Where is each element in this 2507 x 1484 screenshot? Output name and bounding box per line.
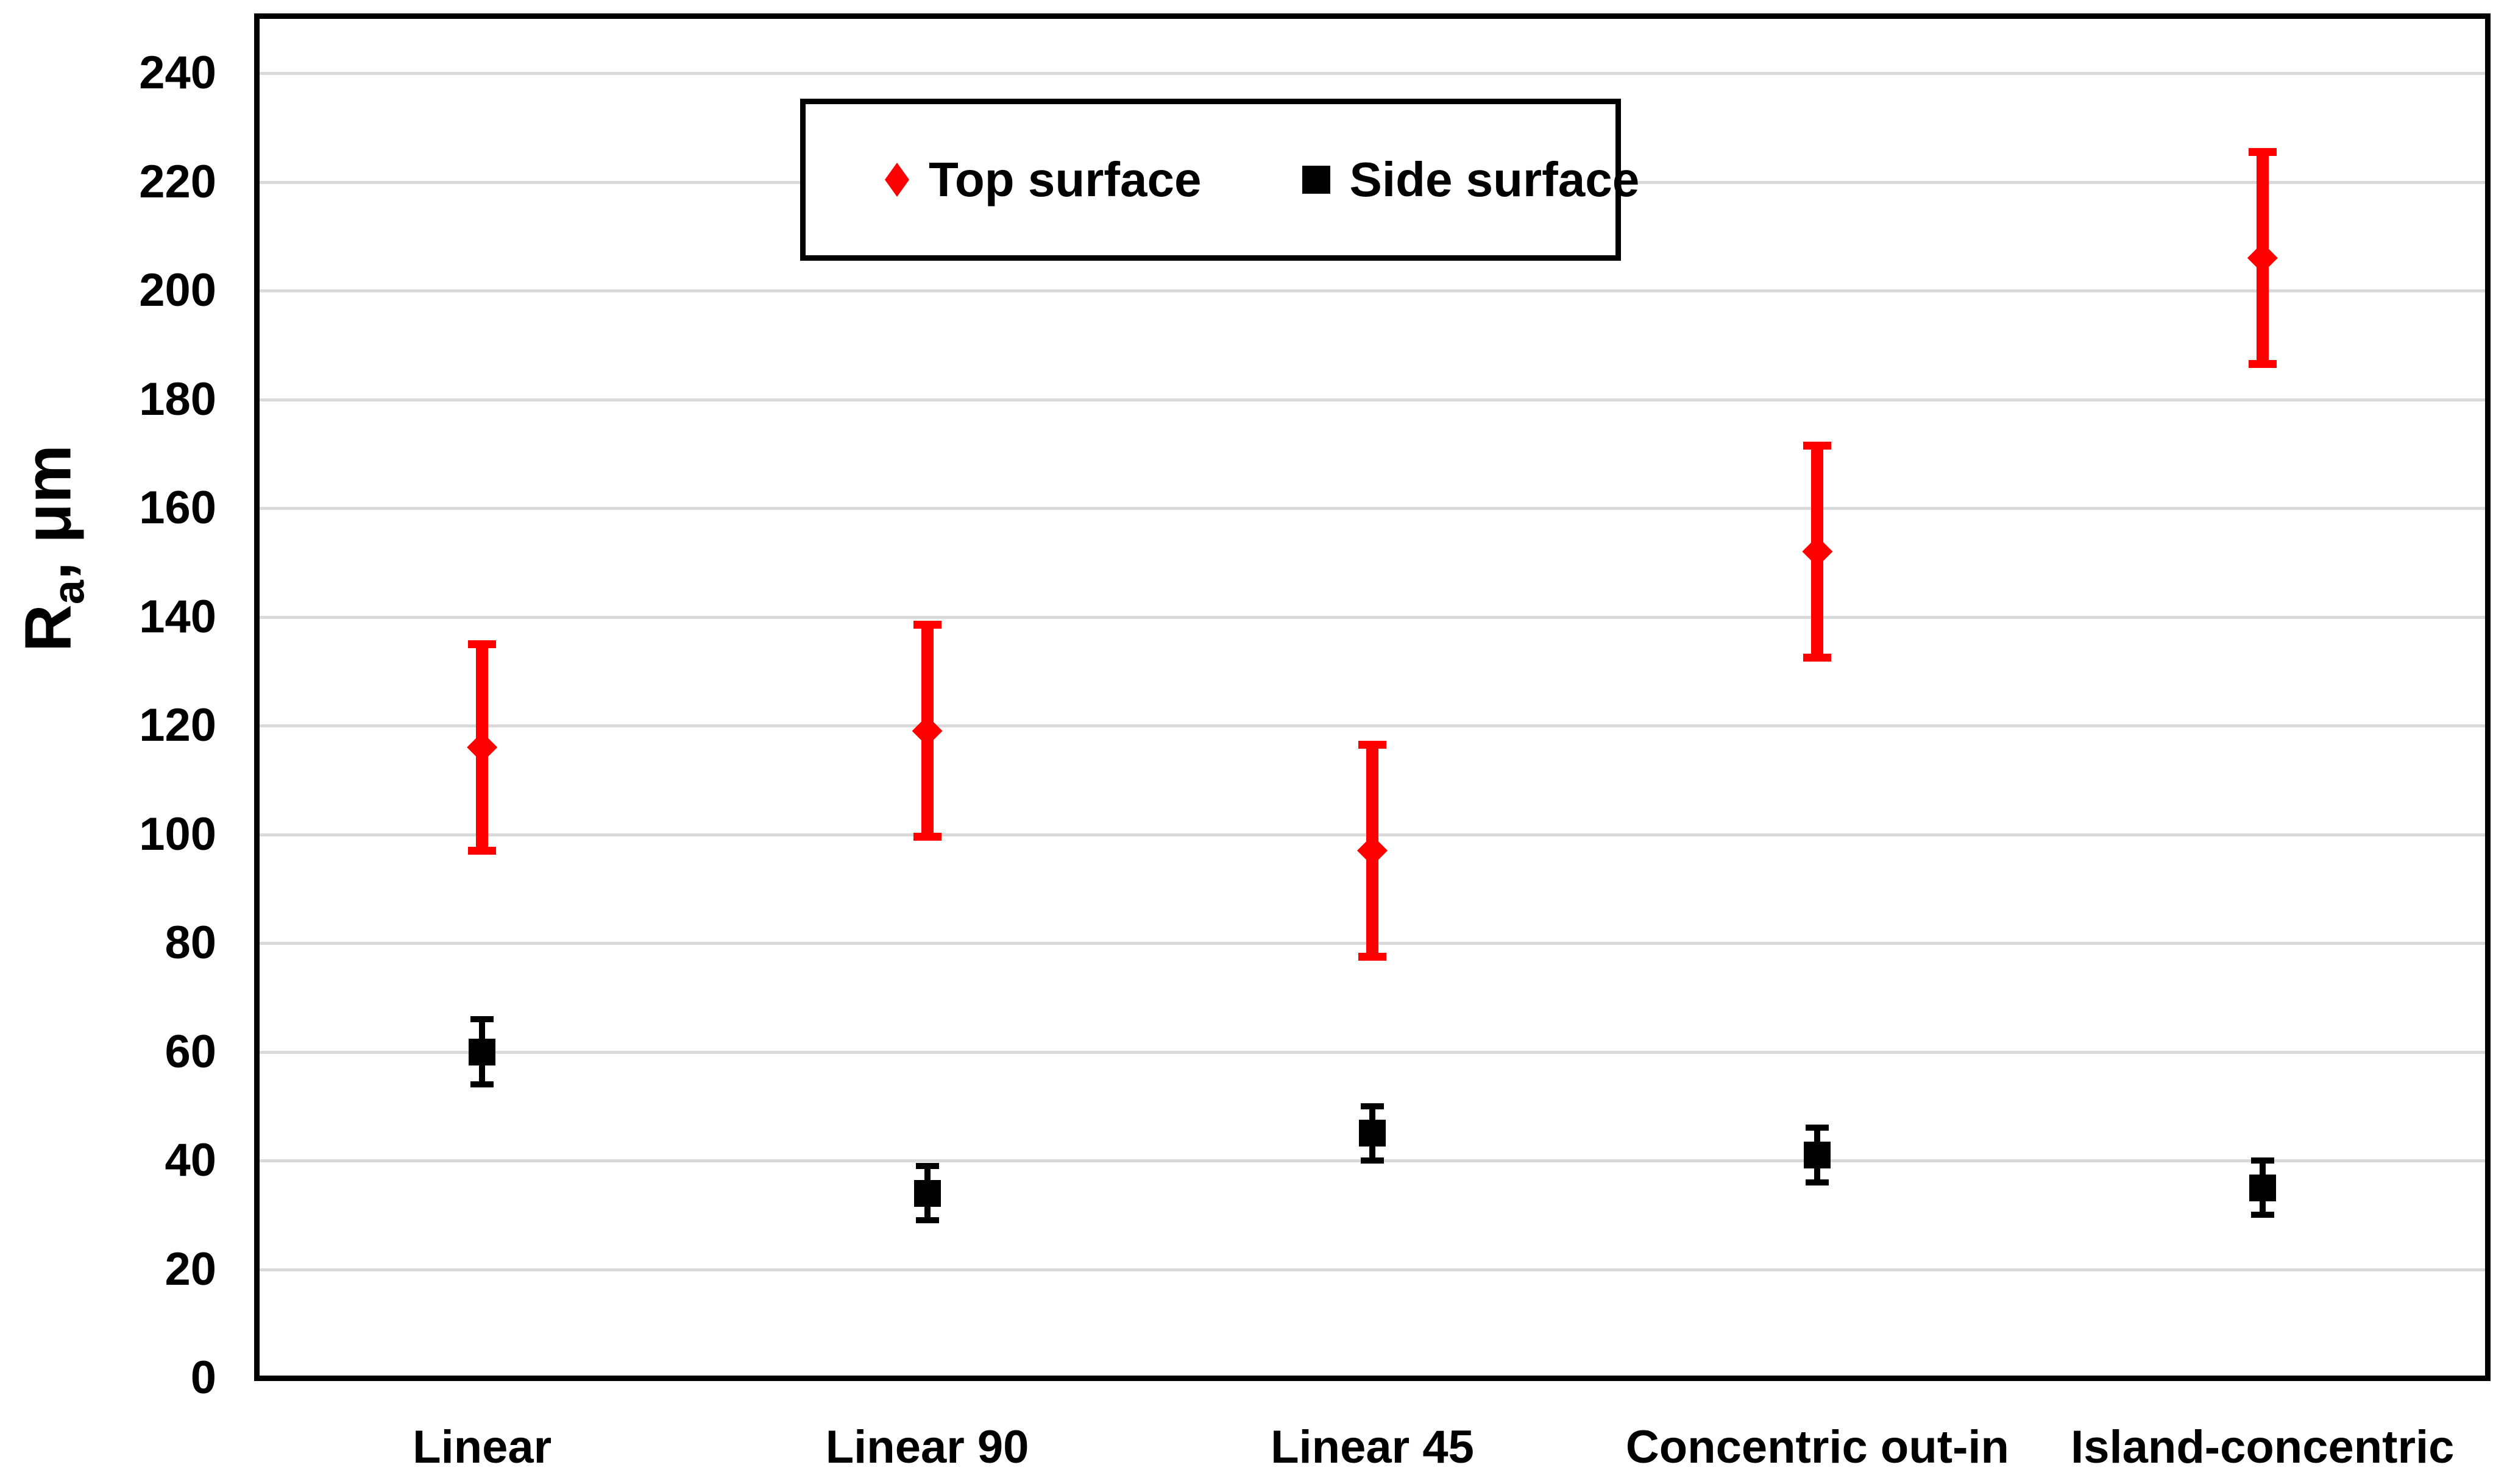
error-bar-cap-side-surface <box>1361 1103 1384 1109</box>
y-tick-label-60: 60 <box>165 1025 216 1078</box>
plot-area <box>254 13 2491 1381</box>
error-bar-cap-side-surface <box>470 1081 494 1088</box>
error-bar-cap-side-surface <box>1806 1179 1829 1185</box>
data-point-top-surface-4 <box>2247 242 2278 274</box>
error-bar-cap-top-surface <box>913 833 941 841</box>
error-bar-cap-side-surface <box>915 1162 939 1169</box>
error-bar-cap-side-surface <box>915 1217 939 1224</box>
data-point-side-surface-1 <box>913 1179 941 1207</box>
data-point-side-surface-2 <box>1359 1120 1386 1147</box>
data-point-side-surface-4 <box>2249 1174 2276 1201</box>
error-bar-cap-top-surface <box>913 621 941 629</box>
y-tick-label-160: 160 <box>139 482 216 534</box>
data-point-top-surface-0 <box>467 732 498 763</box>
error-bar-cap-side-surface <box>1806 1125 1829 1131</box>
legend-diamond-marker-icon <box>885 163 909 197</box>
y-tick-label-20: 20 <box>165 1243 216 1295</box>
y-gridline-160 <box>260 507 2485 510</box>
y-tick-label-180: 180 <box>139 373 216 425</box>
error-bar-cap-side-surface <box>2250 1157 2274 1164</box>
y-gridline-140 <box>260 615 2485 619</box>
error-bar-cap-top-surface <box>1358 740 1386 749</box>
y-tick-label-80: 80 <box>165 917 216 969</box>
y-tick-label-220: 220 <box>139 155 216 208</box>
data-point-side-surface-0 <box>469 1038 496 1065</box>
data-point-top-surface-1 <box>912 715 943 746</box>
y-gridline-180 <box>260 398 2485 401</box>
x-category-label-1: Linear 90 <box>825 1421 1029 1473</box>
x-category-label-3: Concentric out-in <box>1625 1421 2009 1473</box>
legend-item-side-surface: Side surface <box>1302 152 1640 207</box>
error-bar-cap-top-surface <box>2248 147 2277 156</box>
x-category-label-4: Island-concentric <box>2071 1421 2455 1473</box>
y-tick-label-200: 200 <box>139 264 216 316</box>
data-point-side-surface-3 <box>1804 1142 1831 1169</box>
x-category-label-2: Linear 45 <box>1271 1421 1474 1473</box>
error-bar-cap-top-surface <box>468 640 497 648</box>
y-gridline-60 <box>260 1050 2485 1054</box>
legend-label-side-surface: Side surface <box>1349 152 1640 207</box>
y-tick-label-100: 100 <box>139 808 216 860</box>
error-bar-cap-top-surface <box>2248 359 2277 368</box>
error-bar-cap-top-surface <box>1803 441 1832 450</box>
y-gridline-20 <box>260 1268 2485 1271</box>
y-gridline-120 <box>260 724 2485 727</box>
y-tick-label-0: 0 <box>190 1352 216 1404</box>
y-gridline-200 <box>260 289 2485 292</box>
y-tick-label-120: 120 <box>139 699 216 751</box>
legend-item-top-surface: Top surface <box>885 155 1202 204</box>
error-bar-cap-side-surface <box>2250 1212 2274 1218</box>
legend-label-top-surface: Top surface <box>929 152 1202 207</box>
error-bar-cap-top-surface <box>1358 952 1386 961</box>
error-bar-cap-side-surface <box>470 1016 494 1022</box>
y-tick-label-140: 140 <box>139 590 216 643</box>
legend-square-marker-icon <box>1302 166 1330 194</box>
y-gridline-240 <box>260 72 2485 75</box>
error-bar-cap-side-surface <box>1361 1157 1384 1164</box>
y-tick-label-40: 40 <box>165 1134 216 1186</box>
x-category-label-0: Linear <box>413 1421 552 1473</box>
y-tick-label-240: 240 <box>139 47 216 99</box>
data-point-top-surface-3 <box>1802 536 1833 567</box>
data-point-top-surface-2 <box>1357 835 1388 866</box>
error-bar-cap-top-surface <box>1803 653 1832 662</box>
legend: Top surface Side surface <box>800 99 1639 261</box>
error-bar-cap-top-surface <box>468 846 497 855</box>
